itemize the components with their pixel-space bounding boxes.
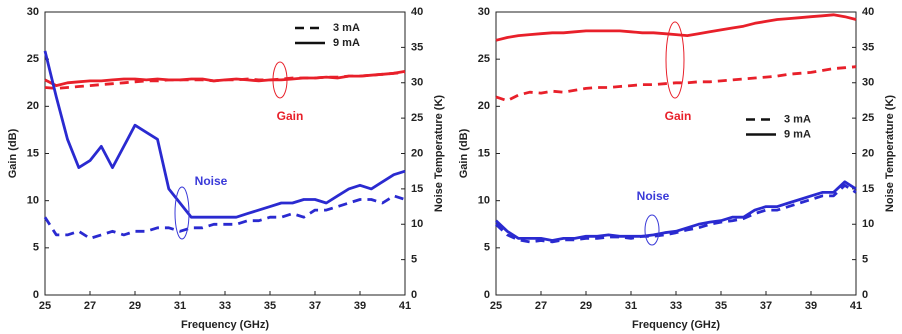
x-tick-label: 25 [490,300,502,312]
x-tick-label: 31 [625,300,637,312]
y2-tick-label: 30 [862,77,874,89]
x-tick-label: 27 [84,300,96,312]
y-tick-label: 30 [478,6,490,18]
x-tick-label: 39 [354,300,366,312]
y-tick-label: 5 [33,242,39,254]
chart: 25 27 29 31 33 35 37 39 410510152025300510152025… [7,6,445,331]
y2-axis-label: Noise Temperature (K) [433,95,445,212]
y-tick-label: 10 [27,195,39,207]
y-tick-label: 0 [484,289,490,301]
y-tick-label: 5 [484,242,490,254]
x-axis-label: Frequency (GHz) [632,319,720,331]
y2-tick-label: 40 [862,6,874,18]
y-tick-label: 25 [27,53,39,65]
annotation-ellipse [272,61,288,99]
annotation: Noise [195,174,228,188]
x-tick-label: 27 [535,300,547,312]
series-line [44,70,406,87]
y2-tick-label: 25 [411,112,423,124]
legend-label: 9 mA [784,128,811,140]
legend-label: 3 mA [333,22,360,34]
y2-tick-label: 10 [411,218,423,230]
x-tick-label: 37 [309,300,321,312]
y-tick-label: 10 [478,195,490,207]
x-tick-label: 35 [715,300,727,312]
annotation: Noise [637,189,670,203]
y-tick-label: 20 [27,100,39,112]
y2-tick-label: 0 [411,289,417,301]
x-tick-label: 25 [39,300,51,312]
y2-tick-label: 40 [411,6,423,18]
x-tick-label: 41 [850,300,862,312]
series-line [43,50,406,219]
y-axis-label: Gain (dB) [458,128,470,178]
y2-tick-label: 35 [862,41,874,53]
annotation: Gain [665,109,692,123]
annotation-ellipse [644,214,660,246]
y2-tick-label: 5 [411,254,417,266]
y2-tick-label: 15 [862,183,874,195]
y-axis-label: Gain (dB) [7,128,19,178]
x-axis-label: Frequency (GHz) [181,319,269,331]
y2-axis-label: Noise Temperature (K) [884,95,896,212]
legend-label: 9 mA [333,37,360,49]
x-tick-label: 35 [264,300,276,312]
y2-tick-label: 15 [411,183,423,195]
x-tick-label: 29 [129,300,141,312]
y2-tick-label: 35 [411,41,423,53]
y2-tick-label: 10 [862,218,874,230]
y-tick-label: 0 [33,289,39,301]
x-tick-label: 33 [670,300,682,312]
y2-tick-label: 30 [411,77,423,89]
chart: 25 27 29 31 33 35 37 39 410510152025300510152025… [458,6,896,331]
series-line [495,13,857,42]
annotation-ellipse [174,186,190,240]
y-tick-label: 30 [27,6,39,18]
x-tick-label: 31 [174,300,186,312]
plot-frame [495,11,857,296]
annotation: Gain [277,109,304,123]
x-tick-label: 33 [219,300,231,312]
y-tick-label: 15 [478,147,490,159]
legend-label: 3 mA [784,113,811,125]
y-tick-label: 15 [27,147,39,159]
annotation-ellipse [665,21,685,99]
series-line [495,180,857,242]
plot-frame [44,11,406,296]
series-line [495,65,857,103]
x-tick-label: 39 [805,300,817,312]
series-line [43,194,406,240]
y2-tick-label: 25 [862,112,874,124]
y2-tick-label: 5 [862,254,868,266]
x-tick-label: 29 [580,300,592,312]
y2-tick-label: 0 [862,289,868,301]
series-line [495,183,857,244]
x-tick-label: 41 [399,300,411,312]
y2-tick-label: 20 [862,147,874,159]
y-tick-label: 25 [478,53,490,65]
y2-tick-label: 20 [411,147,423,159]
y-tick-label: 20 [478,100,490,112]
x-tick-label: 37 [760,300,772,312]
